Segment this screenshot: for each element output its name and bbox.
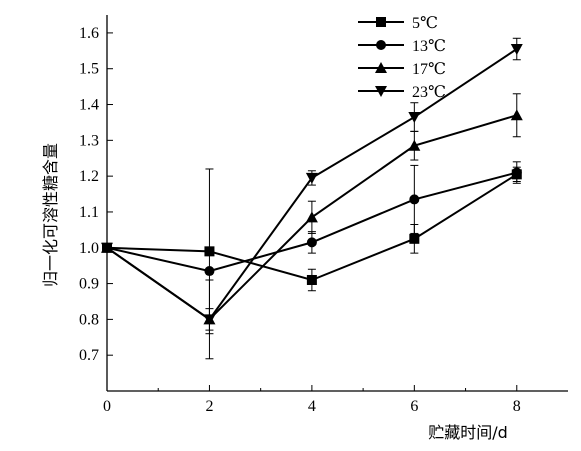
legend-item-1-marker [376,17,386,27]
y-tick-label: 1.1 [79,204,99,221]
legend-item-1-label: 5℃ [412,15,438,32]
x-axis-title: 贮藏时间/d [428,423,508,442]
legend-item-2-label: 13℃ [412,38,446,55]
series-1-point [204,246,215,257]
y-tick-label: 1.2 [79,168,99,185]
y-tick-label: 1.6 [79,25,99,42]
series-3-point [408,139,421,151]
legend-item-2-marker [376,40,386,50]
ticks: 0.7 0.8 0.9 1.0 1.1 1.2 1.3 1.4 1.5 1.6 0 2 4 6 8 [79,25,521,415]
legend-item-4-marker [375,86,387,97]
series-2-point [204,266,215,277]
y-axis-title: 归一化可溶性糖含量 [41,143,60,287]
series-markers [101,44,523,326]
series-2-point [511,167,522,178]
series-2-point [306,237,317,248]
y-tick-label: 1.0 [79,240,99,257]
series-2-point [409,194,420,205]
series-1-point [409,233,420,244]
series-3-point [305,211,318,223]
y-tick-label: 0.9 [79,276,99,293]
series-3-point [510,109,523,121]
y-tick-label: 0.8 [79,311,99,328]
series-4-point [305,172,318,184]
series-4-point [101,242,113,254]
x-tick-label: 0 [103,398,111,415]
x-tick-label: 8 [513,398,521,415]
y-tick-label: 1.3 [79,132,99,149]
axes [106,15,568,392]
legend: 5℃ 13℃ 17℃ 23℃ [358,15,446,101]
series-4-point [408,112,421,124]
series-4-point [203,314,216,326]
error-bars [205,37,521,360]
series-1-point [306,274,317,285]
x-tick-label: 2 [205,398,213,415]
y-tick-label: 1.4 [79,97,99,114]
x-tick-label: 6 [410,398,418,415]
legend-item-4-label: 23℃ [412,84,446,101]
legend-item-3-marker [375,62,387,73]
y-tick-label: 0.7 [79,347,99,364]
y-tick-label: 1.5 [79,61,99,78]
legend-item-3-label: 17℃ [412,61,446,78]
x-tick-label: 4 [308,398,316,415]
series-4-point [510,44,523,56]
